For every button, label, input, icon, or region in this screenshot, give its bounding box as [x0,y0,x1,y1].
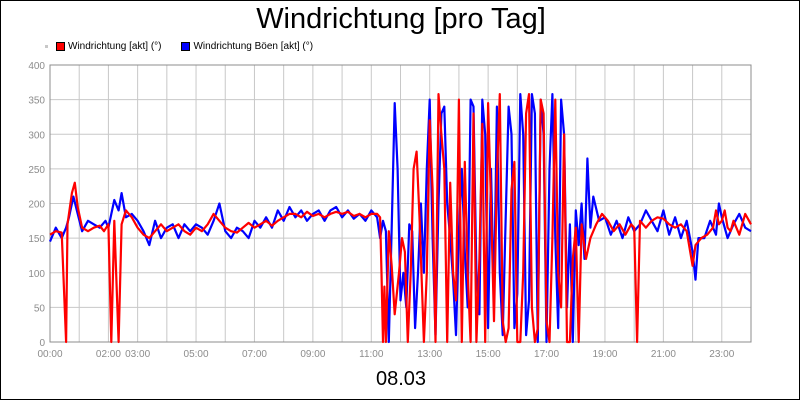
legend-swatch-red [56,41,65,51]
y-tick-label: 250 [28,165,45,176]
x-tick-label: 21:00 [651,349,676,360]
legend-marker-dot [45,44,48,48]
chart-legend: Windrichtung [akt] (°) Windrichtung Böen… [45,39,333,53]
x-tick-label: 13:00 [417,349,442,360]
legend-swatch-blue [181,41,191,51]
x-tick-label: 17:00 [534,349,559,360]
x-tick-label: 15:00 [476,349,501,360]
y-tick-label: 350 [28,96,45,107]
x-tick-label: 05:00 [184,349,209,360]
legend-label-windrichtung-boeen: Windrichtung Böen [akt] (°) [193,40,314,52]
x-tick-label: 03:00 [125,349,150,360]
x-tick-label: 23:00 [709,349,734,360]
legend-label-windrichtung: Windrichtung [akt] (°) [68,40,162,52]
y-tick-label: 150 [28,234,45,245]
x-tick-label: 07:00 [242,349,267,360]
y-tick-label: 300 [28,130,45,141]
chart-title: Windrichtung [pro Tag] [256,3,546,35]
x-tick-label: 09:00 [300,349,325,360]
legend-item-windrichtung-boeen: Windrichtung Böen [akt] (°) [181,41,313,52]
x-tick-label: 11:00 [359,349,384,360]
plot-border [49,64,752,343]
x-tick-label: 19:00 [592,349,617,360]
y-tick-label: 200 [28,200,45,211]
series-line-windrichtung [49,93,752,344]
x-axis-label: 08.03 [375,368,427,390]
y-tick-label: 100 [28,269,45,280]
y-tick-label: 0 [39,338,45,349]
x-tick-label: 02:00 [96,349,121,360]
y-tick-label: 400 [28,61,45,72]
legend-item-windrichtung: Windrichtung [akt] (°) [56,41,161,52]
y-tick-label: 50 [34,303,46,314]
x-tick-label: 00:00 [37,349,62,360]
